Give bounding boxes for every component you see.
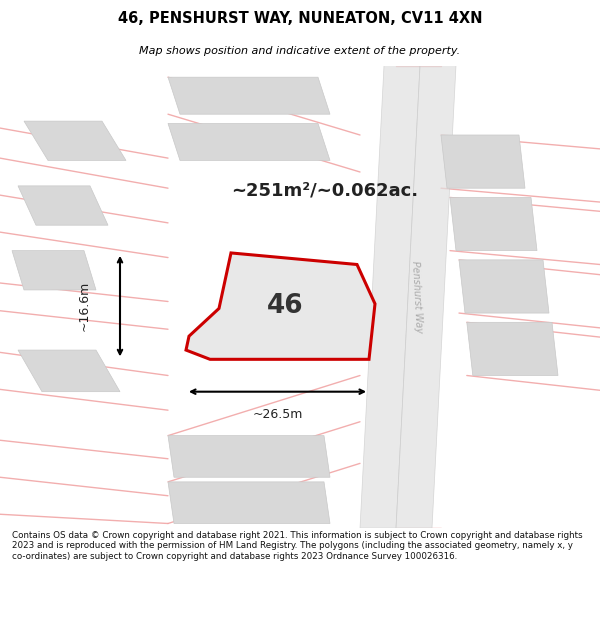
Text: Penshurst Way: Penshurst Way (410, 261, 424, 333)
Polygon shape (396, 66, 456, 528)
Polygon shape (186, 253, 375, 359)
Text: 46, PENSHURST WAY, NUNEATON, CV11 4XN: 46, PENSHURST WAY, NUNEATON, CV11 4XN (118, 11, 482, 26)
Polygon shape (450, 198, 537, 251)
Polygon shape (459, 260, 549, 313)
Polygon shape (441, 135, 525, 188)
Polygon shape (12, 251, 96, 290)
Text: ~251m²/~0.062ac.: ~251m²/~0.062ac. (231, 181, 418, 199)
Text: Contains OS data © Crown copyright and database right 2021. This information is : Contains OS data © Crown copyright and d… (12, 531, 583, 561)
Text: 46: 46 (266, 293, 304, 319)
Polygon shape (168, 77, 330, 114)
Polygon shape (18, 186, 108, 225)
Polygon shape (18, 350, 120, 392)
Text: ~16.6m: ~16.6m (77, 281, 91, 331)
Polygon shape (168, 124, 330, 161)
Polygon shape (360, 66, 420, 528)
Polygon shape (245, 266, 357, 327)
Polygon shape (24, 121, 126, 161)
Text: Map shows position and indicative extent of the property.: Map shows position and indicative extent… (139, 46, 461, 56)
Polygon shape (168, 482, 330, 524)
Polygon shape (168, 436, 330, 478)
Text: ~26.5m: ~26.5m (253, 408, 302, 421)
Polygon shape (467, 322, 558, 376)
